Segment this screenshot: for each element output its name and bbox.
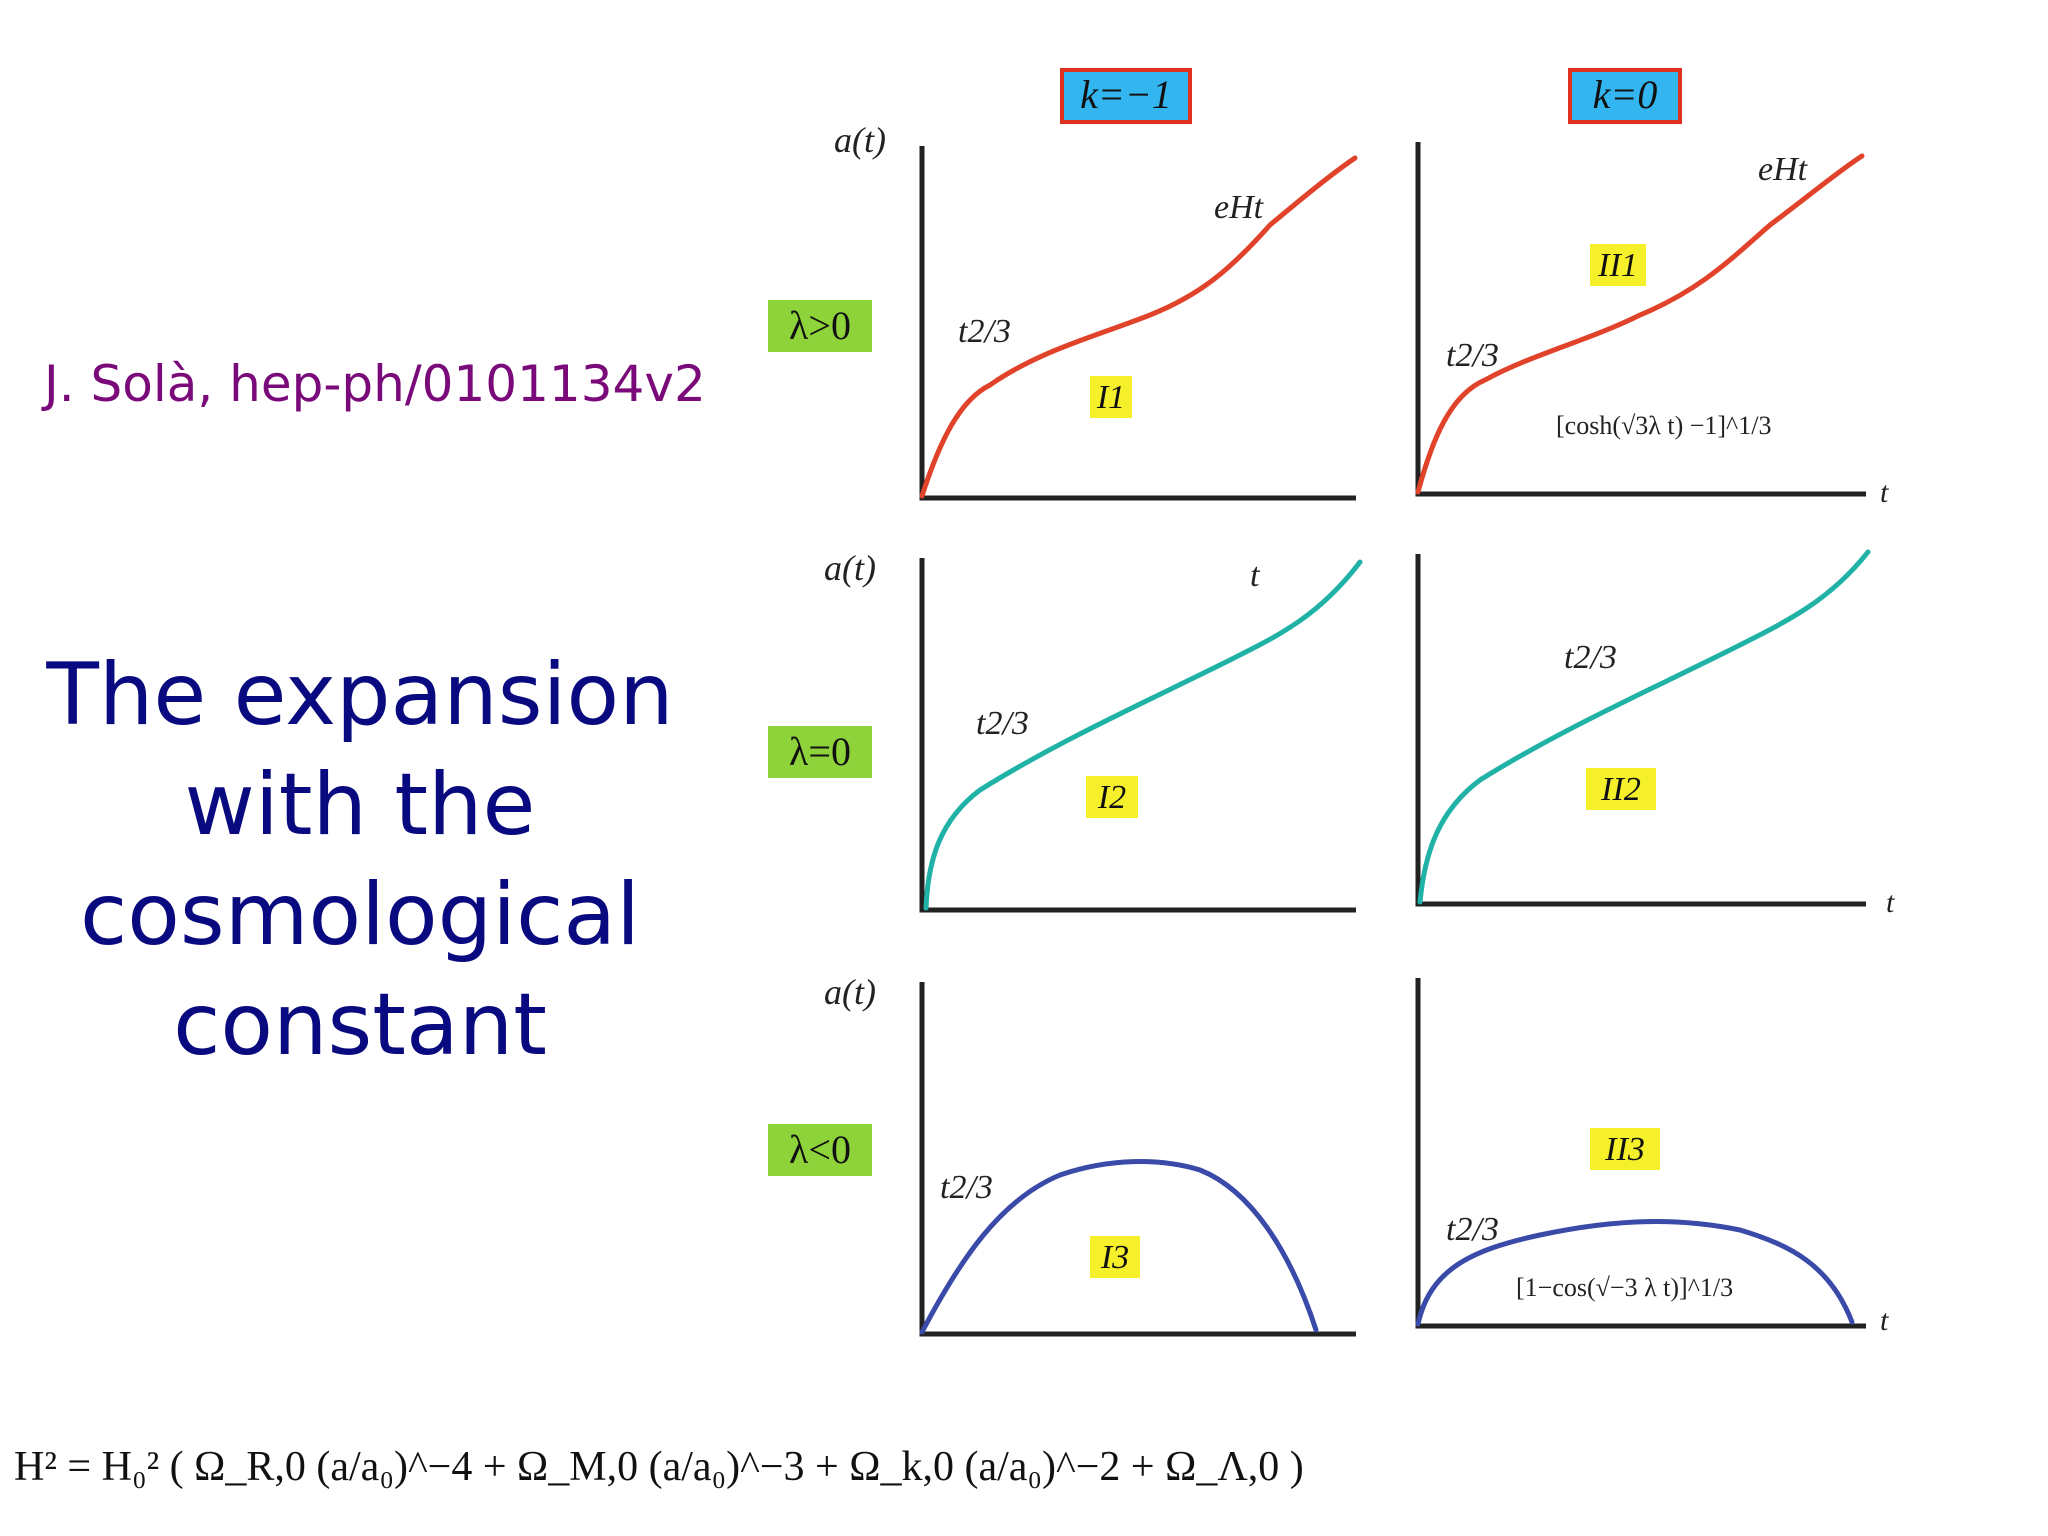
- annotation-t23-I1: t2/3: [958, 313, 1011, 350]
- annotation-t23-II3: t2/3: [1446, 1211, 1499, 1248]
- column-header-k-minus-1: k=−1: [1060, 68, 1192, 124]
- svg-text:I2: I2: [1097, 779, 1126, 816]
- y-axis-label-row-3: a(t): [824, 972, 876, 1012]
- svg-text:I1: I1: [1096, 379, 1125, 416]
- y-axis-label-row-1: a(t): [834, 120, 886, 160]
- curve-I1: [919, 155, 1358, 499]
- title-line-4: constant: [173, 975, 547, 1075]
- row-label-lambda-positive: λ>0: [768, 300, 872, 352]
- x-axis-label-row-3: t: [1880, 1304, 1889, 1337]
- annotation-eHt-II1: eHt: [1758, 151, 1809, 188]
- slide-title: The expansion with the cosmological cons…: [40, 640, 680, 1080]
- axes: [919, 142, 1866, 1337]
- annotation-t23-I2: t2/3: [976, 705, 1029, 742]
- citation: J. Solà, hep-ph/0101134v2: [44, 355, 706, 413]
- region-label-I3: I3: [1090, 1236, 1140, 1278]
- region-label-II1: II1: [1590, 244, 1646, 286]
- axes-panel-I2: [919, 558, 1356, 913]
- axes-panel-II1: [1415, 142, 1866, 497]
- svg-text:II2: II2: [1600, 771, 1641, 808]
- axes-panel-II2: [1415, 554, 1866, 907]
- x-axis-label-row-1: t: [1880, 476, 1889, 509]
- annotation-eHt-I1: eHt: [1214, 189, 1265, 226]
- region-label-I2: I2: [1086, 776, 1138, 818]
- row-label-lambda-negative: λ<0: [768, 1124, 872, 1176]
- svg-text:k=0: k=0: [1593, 72, 1658, 117]
- svg-text:II3: II3: [1604, 1131, 1645, 1168]
- region-label-I1: I1: [1090, 376, 1132, 418]
- curve-I2: [923, 559, 1363, 911]
- title-line-2: with the: [184, 755, 536, 855]
- column-header-k-0: k=0: [1568, 68, 1682, 124]
- axes-panel-I3: [919, 982, 1356, 1337]
- annotation-t23-II2: t2/3: [1564, 639, 1617, 676]
- svg-text:λ<0: λ<0: [789, 1127, 851, 1172]
- friedmann-equation: H² = H₀² ( Ω_R,0 (a/a₀)^−4 + Ω_M,0 (a/a₀…: [14, 1444, 1304, 1490]
- annotation-t23-II1: t2/3: [1446, 337, 1499, 374]
- svg-text:I3: I3: [1100, 1239, 1129, 1276]
- svg-text:II1: II1: [1597, 247, 1638, 284]
- x-axis-label-row-2: t: [1886, 886, 1895, 919]
- y-axis-label-row-2: a(t): [824, 548, 876, 588]
- title-line-3: cosmological: [80, 865, 640, 965]
- region-label-II3: II3: [1590, 1128, 1660, 1170]
- title-line-1: The expansion: [46, 645, 674, 745]
- svg-text:λ=0: λ=0: [789, 729, 851, 774]
- curve-II1: [1415, 153, 1865, 495]
- annotation-cosh-formula: [cosh(√3λ t) −1]^1/3: [1556, 411, 1771, 440]
- svg-text:λ>0: λ>0: [789, 303, 851, 348]
- region-label-II2: II2: [1586, 768, 1656, 810]
- curve-II2: [1417, 549, 1871, 905]
- curve-II3: [1415, 1219, 1855, 1327]
- svg-text:k=−1: k=−1: [1080, 72, 1172, 117]
- annotation-t-I2: t: [1250, 557, 1261, 594]
- annotation-t23-I3: t2/3: [940, 1169, 993, 1206]
- annotation-cos-formula: [1−cos(√−3 λ t)]^1/3: [1516, 1273, 1733, 1302]
- curve-I3: [919, 1159, 1319, 1335]
- row-label-lambda-zero: λ=0: [768, 726, 872, 778]
